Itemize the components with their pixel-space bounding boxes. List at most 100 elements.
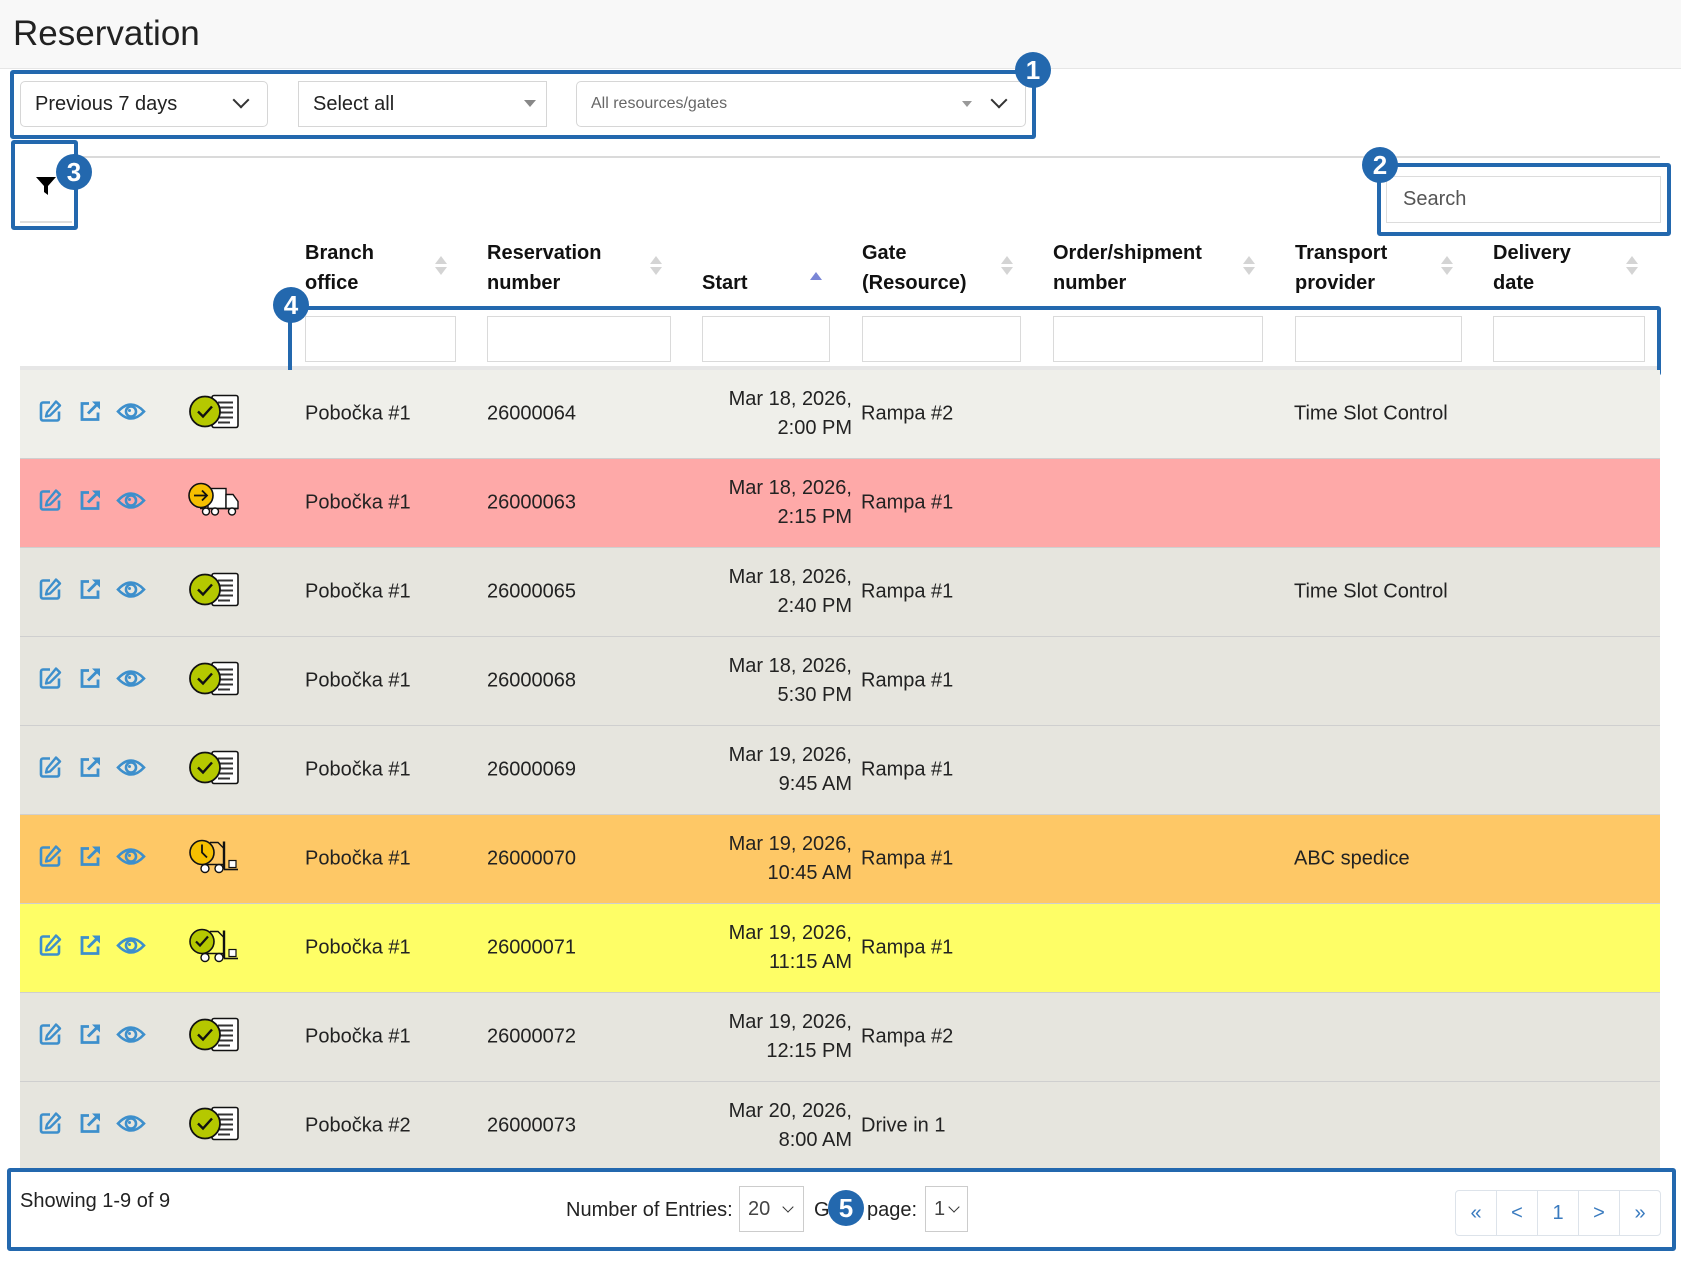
checked-document-icon bbox=[188, 394, 240, 435]
header-line: (Resource) bbox=[862, 272, 967, 294]
header-line: number bbox=[487, 272, 561, 294]
filter-input-order-shipment-number[interactable] bbox=[1053, 316, 1263, 362]
table-row[interactable]: Pobočka #1 26000064 Mar 18, 2026, 2:00 PM Ra… bbox=[20, 370, 1660, 459]
open-external-icon[interactable] bbox=[77, 577, 103, 608]
entries-per-page-select[interactable]: 20 bbox=[739, 1186, 804, 1232]
sort-icon[interactable] bbox=[435, 256, 447, 275]
goto-label-prefix: G bbox=[814, 1199, 830, 1221]
edit-icon[interactable] bbox=[37, 933, 63, 964]
view-icon[interactable] bbox=[116, 668, 146, 695]
cell-start-time: 5:30 PM bbox=[777, 684, 852, 706]
open-external-icon[interactable] bbox=[77, 666, 103, 697]
column-header-transport-provider[interactable]: Transport provider bbox=[1295, 238, 1387, 298]
table-row[interactable]: Pobočka #1 26000065 Mar 18, 2026, 2:40 PM Ra… bbox=[20, 548, 1660, 637]
sort-icon[interactable] bbox=[1001, 256, 1013, 275]
cell-reservation-number: 26000069 bbox=[487, 758, 576, 781]
goto-value: 1 bbox=[934, 1197, 946, 1220]
last-page-button[interactable]: » bbox=[1619, 1191, 1660, 1235]
view-icon[interactable] bbox=[116, 490, 146, 517]
table-row[interactable]: Pobočka #2 26000073 Mar 20, 2026, 8:00 AM Dr… bbox=[20, 1082, 1660, 1171]
cell-branch: Pobočka #1 bbox=[305, 1025, 411, 1048]
filter-input-gate[interactable] bbox=[862, 316, 1021, 362]
cell-start: Mar 20, 2026, 8:00 AM bbox=[729, 1097, 852, 1155]
filter-input-delivery-date[interactable] bbox=[1493, 316, 1645, 362]
sort-icon[interactable] bbox=[1626, 256, 1638, 275]
arrival-truck-icon bbox=[188, 482, 240, 524]
cell-reservation-number: 26000065 bbox=[487, 580, 576, 603]
view-icon[interactable] bbox=[116, 757, 146, 784]
edit-icon[interactable] bbox=[37, 666, 63, 697]
cell-branch: Pobočka #1 bbox=[305, 758, 411, 781]
open-external-icon[interactable] bbox=[77, 755, 103, 786]
filter-input-branch-office[interactable] bbox=[305, 316, 456, 362]
open-external-icon[interactable] bbox=[77, 488, 103, 519]
cell-start-date: Mar 19, 2026, bbox=[728, 922, 852, 944]
edit-icon[interactable] bbox=[37, 1022, 63, 1053]
header-line: provider bbox=[1295, 272, 1376, 294]
goto-page-select[interactable]: 1 bbox=[925, 1186, 968, 1232]
column-header-branch-office[interactable]: Branch office bbox=[305, 238, 374, 298]
checked-forklift-icon bbox=[188, 928, 240, 969]
showing-summary: Showing 1-9 of 9 bbox=[20, 1190, 171, 1212]
cell-start-time: 2:15 PM bbox=[777, 506, 852, 528]
cell-start-date: Mar 18, 2026, bbox=[728, 566, 852, 588]
filter-input-reservation-number[interactable] bbox=[487, 316, 671, 362]
view-icon[interactable] bbox=[116, 1113, 146, 1140]
annotation-badge-3: 3 bbox=[56, 154, 92, 190]
open-external-icon[interactable] bbox=[77, 844, 103, 875]
edit-icon[interactable] bbox=[37, 577, 63, 608]
open-external-icon[interactable] bbox=[77, 1022, 103, 1053]
column-header-start[interactable]: Start bbox=[702, 238, 748, 298]
view-icon[interactable] bbox=[116, 1024, 146, 1051]
period-select[interactable]: Previous 7 days bbox=[20, 81, 268, 127]
open-external-icon[interactable] bbox=[77, 399, 103, 430]
cell-start-date: Mar 19, 2026, bbox=[728, 744, 852, 766]
header-line: number bbox=[1053, 272, 1127, 294]
open-external-icon[interactable] bbox=[77, 933, 103, 964]
edit-icon[interactable] bbox=[37, 844, 63, 875]
sort-icon[interactable] bbox=[650, 256, 662, 275]
table-row[interactable]: Pobočka #1 26000069 Mar 19, 2026, 9:45 AM Ra… bbox=[20, 726, 1660, 815]
cell-transport-provider: Time Slot Control bbox=[1294, 402, 1448, 425]
table-row[interactable]: Pobočka #1 26000071 Mar 19, 2026, 11:15 AM R… bbox=[20, 904, 1660, 993]
search-input[interactable] bbox=[1386, 176, 1661, 223]
sort-icon[interactable] bbox=[1441, 256, 1453, 275]
page-1-button[interactable]: 1 bbox=[1537, 1191, 1578, 1235]
cell-branch: Pobočka #1 bbox=[305, 936, 411, 959]
cell-start-time: 10:45 AM bbox=[767, 862, 852, 884]
previous-page-button[interactable]: < bbox=[1496, 1191, 1537, 1235]
open-external-icon[interactable] bbox=[77, 1111, 103, 1142]
edit-icon[interactable] bbox=[37, 755, 63, 786]
filter-input-transport-provider[interactable] bbox=[1295, 316, 1462, 362]
cell-gate: Rampa #1 bbox=[861, 936, 954, 959]
sort-ascending-icon[interactable] bbox=[810, 272, 822, 283]
sort-icon[interactable] bbox=[1243, 256, 1255, 275]
filter-input-start[interactable] bbox=[702, 316, 830, 362]
cell-start-date: Mar 20, 2026, bbox=[728, 1100, 852, 1122]
edit-icon[interactable] bbox=[37, 399, 63, 430]
column-header-reservation-number[interactable]: Reservation number bbox=[487, 238, 602, 298]
first-page-button[interactable]: « bbox=[1470, 1201, 1482, 1224]
cell-transport-provider: ABC spedice bbox=[1294, 847, 1410, 870]
table-row[interactable]: Pobočka #1 26000070 Mar 19, 2026, 10:45 AM R… bbox=[20, 815, 1660, 904]
view-icon[interactable] bbox=[116, 846, 146, 873]
column-header-gate[interactable]: Gate (Resource) bbox=[862, 238, 966, 298]
cell-start: Mar 19, 2026, 9:45 AM bbox=[729, 741, 852, 799]
column-header-order-shipment-number[interactable]: Order/shipment number bbox=[1053, 238, 1202, 298]
view-icon[interactable] bbox=[116, 579, 146, 606]
cell-start-time: 9:45 AM bbox=[778, 773, 852, 795]
view-icon[interactable] bbox=[116, 401, 146, 428]
branch-select[interactable]: Select all bbox=[298, 81, 547, 127]
edit-icon[interactable] bbox=[37, 1111, 63, 1142]
view-icon[interactable] bbox=[116, 935, 146, 962]
header-line: Reservation bbox=[487, 242, 602, 264]
table-row[interactable]: Pobočka #1 26000068 Mar 18, 2026, 5:30 PM Ra… bbox=[20, 637, 1660, 726]
table-row[interactable]: Pobočka #1 26000063 Mar 18, 2026, 2:15 PM Ra… bbox=[20, 459, 1660, 548]
page-header bbox=[0, 0, 1681, 69]
column-header-delivery-date[interactable]: Delivery date bbox=[1493, 238, 1571, 298]
table-row[interactable]: Pobočka #1 26000072 Mar 19, 2026, 12:15 PM R… bbox=[20, 993, 1660, 1082]
cell-start-time: 2:00 PM bbox=[777, 417, 852, 439]
resources-select[interactable]: All resources/gates bbox=[576, 81, 1026, 127]
next-page-button[interactable]: > bbox=[1578, 1191, 1619, 1235]
edit-icon[interactable] bbox=[37, 488, 63, 519]
